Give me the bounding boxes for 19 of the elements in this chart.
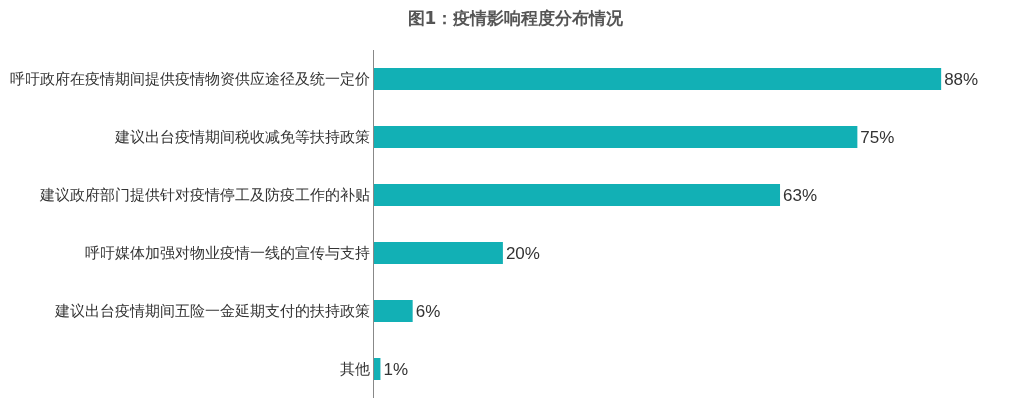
y-tick-label: 呼吁政府在疫情期间提供疫情物资供应途径及统一定价: [10, 70, 370, 89]
y-tick-label: 建议出台疫情期间税收减免等扶持政策: [114, 128, 370, 147]
bar: [374, 67, 942, 91]
data-label: 88%: [944, 69, 979, 89]
chart-title: 图1：疫情影响程度分布情况: [407, 8, 625, 29]
y-tick-label: 呼吁媒体加强对物业疫情一线的宣传与支持: [85, 244, 370, 263]
data-label: 63%: [783, 185, 818, 205]
bar: [374, 299, 413, 323]
y-tick-label: 建议出台疫情期间五险一金延期支付的扶持政策: [54, 302, 370, 321]
y-tick-label: 其他: [340, 360, 370, 379]
data-label: 20%: [505, 243, 540, 263]
bar: [374, 125, 858, 149]
data-label: 6%: [415, 301, 441, 321]
data-label: 75%: [860, 127, 895, 147]
y-tick-label: 建议政府部门提供针对疫情停工及防疫工作的补贴: [39, 186, 370, 205]
data-label: 1%: [383, 359, 409, 379]
bar: [374, 183, 781, 207]
bar: [374, 357, 381, 381]
bar: [374, 241, 503, 265]
